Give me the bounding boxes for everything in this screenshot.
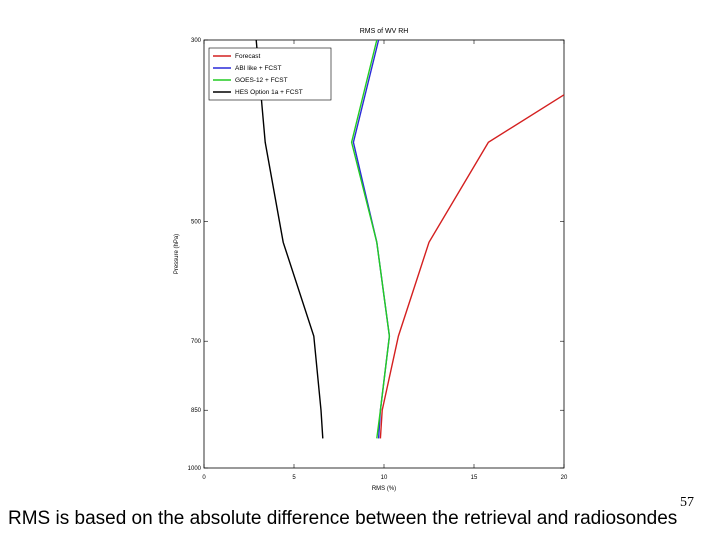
legend-label: HES Option 1a + FCST: [235, 89, 303, 96]
y-tick-label: 850: [191, 408, 202, 414]
page-number: 57: [680, 495, 694, 510]
legend-label: GOES-12 + FCST: [235, 77, 288, 84]
legend-label: Forecast: [235, 53, 260, 60]
x-tick-label: 20: [561, 475, 568, 481]
x-tick-label: 0: [202, 475, 206, 481]
x-tick-label: 10: [381, 475, 388, 481]
y-tick-label: 700: [191, 339, 202, 345]
series-layer: [255, 39, 565, 439]
rms-chart: 0 5 10 15 20 300 500 700 850 1000 Forecast ABI lik…: [174, 28, 568, 492]
plot-area: [203, 39, 565, 469]
slide-caption: RMS is based on the absolute difference …: [8, 508, 678, 529]
y-tick-label: 1000: [188, 466, 202, 472]
axis-ticks: 0 5 10 15 20 300 500 700 850 1000: [188, 38, 568, 481]
series-line-2: [350, 39, 391, 439]
x-tick-label: 15: [471, 475, 478, 481]
x-tick-label: 5: [292, 475, 296, 481]
legend-label: ABI like + FCST: [235, 65, 281, 72]
series-line-0: [379, 94, 565, 439]
y-tick-label: 500: [191, 220, 202, 226]
chart-title: RMS of WV RH: [360, 28, 409, 35]
series-line-3: [255, 39, 324, 439]
legend: Forecast ABI like + FCST GOES-12 + FCST HES…: [208, 47, 332, 101]
y-axis-label: Pressure (hPa): [174, 234, 180, 274]
y-tick-label: 300: [191, 38, 202, 44]
x-axis-label: RMS (%): [372, 486, 396, 492]
